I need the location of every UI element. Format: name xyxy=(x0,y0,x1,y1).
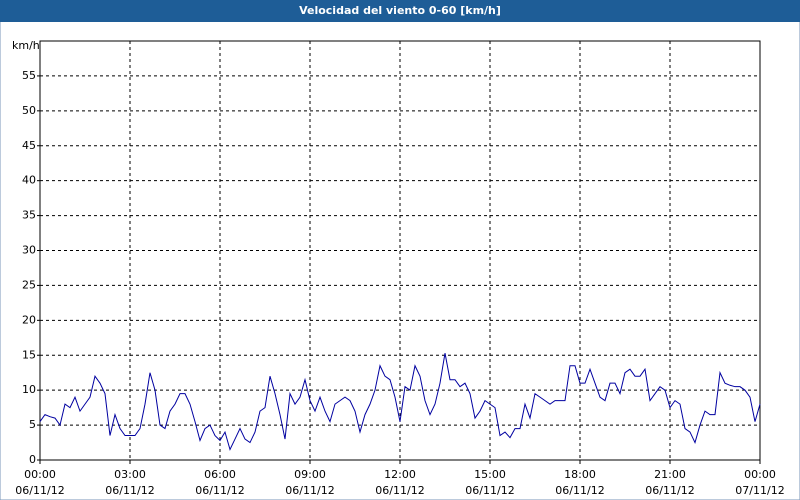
data-line xyxy=(39,353,761,451)
x-tick-date: 06/11/12 xyxy=(195,484,244,497)
y-tick-label: 10 xyxy=(22,383,36,396)
y-tick-label: 30 xyxy=(22,244,36,257)
x-tick-label: 12:00 xyxy=(384,468,416,481)
x-tick-label: 09:00 xyxy=(294,468,326,481)
x-tick-label: 00:00 xyxy=(24,468,56,481)
x-tick-date: 06/11/12 xyxy=(285,484,334,497)
x-tick-date: 06/11/12 xyxy=(15,484,64,497)
x-tick-label: 06:00 xyxy=(204,468,236,481)
x-tick-label: 21:00 xyxy=(654,468,686,481)
x-tick-date: 06/11/12 xyxy=(645,484,694,497)
y-tick-label: 35 xyxy=(22,209,36,222)
y-tick-label: 45 xyxy=(22,139,36,152)
x-tick-date: 07/11/12 xyxy=(735,484,784,497)
y-tick-label: 15 xyxy=(22,348,36,361)
y-tick-label: 40 xyxy=(22,174,36,187)
title-bar xyxy=(0,0,800,22)
x-tick-date: 06/11/12 xyxy=(555,484,604,497)
y-tick-label: 50 xyxy=(22,104,36,117)
x-tick-label: 15:00 xyxy=(474,468,506,481)
x-tick-date: 06/11/12 xyxy=(465,484,514,497)
y-tick-label: 5 xyxy=(29,418,36,431)
y-tick-label: 20 xyxy=(22,313,36,326)
x-tick-label: 03:00 xyxy=(114,468,146,481)
x-tick-label: 00:00 xyxy=(744,468,776,481)
x-tick-date: 06/11/12 xyxy=(105,484,154,497)
x-tick-date: 06/11/12 xyxy=(375,484,424,497)
chart-title: Velocidad del viento 0-60 [km/h] xyxy=(299,4,501,17)
y-axis-label: km/h xyxy=(12,39,40,52)
y-tick-label: 0 xyxy=(29,453,36,466)
y-tick-label: 55 xyxy=(22,69,36,82)
y-tick-label: 25 xyxy=(22,278,36,291)
x-tick-label: 18:00 xyxy=(564,468,596,481)
